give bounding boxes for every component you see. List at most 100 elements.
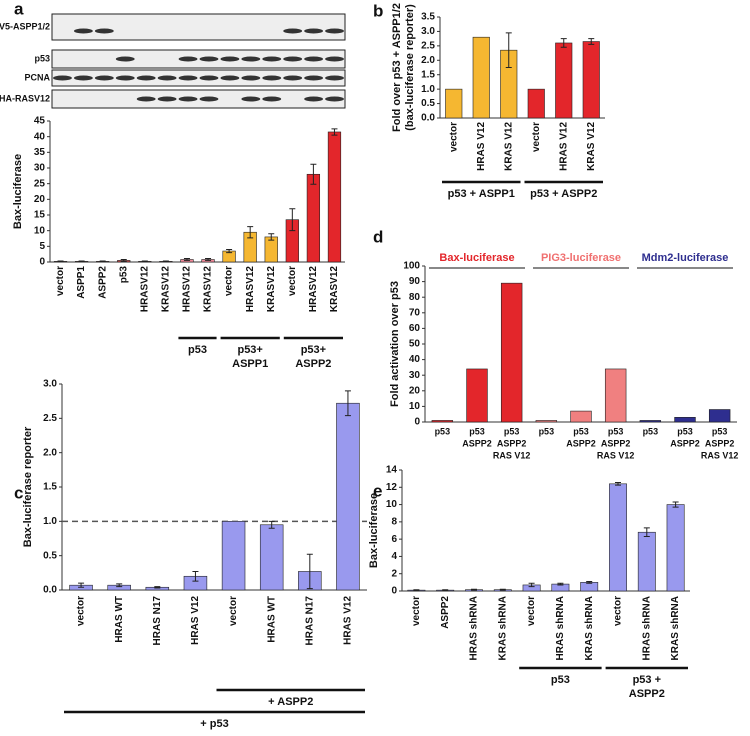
blot-band [262, 96, 282, 102]
blot-band [283, 28, 303, 34]
x-tick-label: HRAS V12 [343, 596, 354, 645]
error-bar [643, 527, 650, 538]
bar [535, 420, 558, 423]
group-label: p53 [551, 674, 570, 686]
x-tick-label: RAS V12 [701, 450, 739, 460]
bar [582, 41, 600, 119]
blot-band [304, 56, 324, 62]
x-tick-label: KRASV12 [329, 266, 340, 313]
x-tick-label: KRAS shRNA [584, 596, 595, 660]
error-bar [557, 582, 564, 586]
blot-band [73, 28, 93, 34]
bar [604, 368, 627, 423]
y-tick-label: 30 [409, 370, 421, 381]
bar [259, 524, 284, 591]
x-tick-label: p53 [118, 266, 129, 284]
blot-label: HA-RASV12 [0, 93, 50, 103]
blot-panel [51, 13, 346, 41]
bar [527, 88, 545, 119]
x-tick-label: KRAS shRNA [497, 596, 508, 660]
y-tick-label: 35 [34, 147, 46, 158]
x-tick-label: vector [287, 266, 298, 296]
blot-label: PCNA [24, 72, 50, 82]
bar [431, 420, 454, 423]
group-label: + ASPP2 [268, 696, 313, 708]
error-bar [672, 501, 679, 508]
blot-band [115, 56, 135, 62]
x-tick-label: KRAS V12 [586, 122, 597, 171]
y-tick-label: 4 [391, 551, 397, 562]
group-label: p53 + [633, 674, 661, 686]
bar [221, 521, 246, 591]
x-tick-label: HRAS WT [114, 596, 125, 643]
blot-band [73, 75, 93, 81]
panel-letter: d [373, 227, 383, 246]
y-tick-label: 70 [409, 307, 421, 318]
x-tick-label: ASPP2 [97, 266, 108, 299]
x-tick-label: p53 [435, 426, 451, 436]
x-tick-label: p53 [573, 426, 589, 436]
error-bar [268, 520, 275, 529]
y-tick-label: 0 [39, 257, 45, 268]
blot-band [178, 75, 198, 81]
x-tick-label: vector [228, 596, 239, 626]
error-bar [588, 38, 595, 45]
blot-band [283, 56, 303, 62]
group-label: p53 [188, 344, 207, 356]
blot-band [199, 96, 219, 102]
x-tick-label: HRAS N17 [304, 596, 315, 646]
y-tick-label: 40 [409, 354, 421, 365]
x-tick-label: KRASV12 [203, 266, 214, 313]
y-tick-label: 2.5 [43, 413, 57, 424]
header-label: Mdm2-luciferase [642, 252, 729, 264]
x-tick-label: vector [448, 122, 459, 152]
error-bar [162, 260, 169, 263]
x-tick-label: HRASV12 [245, 266, 256, 313]
group-label: ASPP2 [629, 688, 665, 700]
blot-band [220, 75, 240, 81]
blot-panel [51, 89, 346, 109]
y-tick-label: 14 [386, 465, 398, 476]
bar [555, 42, 573, 119]
group-label: p53 + ASPP2 [530, 188, 597, 200]
group-label: p53+ [237, 344, 262, 356]
error-bar [615, 482, 621, 486]
y-tick-label: 15 [34, 210, 46, 221]
x-tick-label: HRAS shRNA [469, 596, 480, 660]
x-tick-label: HRAS shRNA [555, 596, 566, 660]
error-bar [78, 582, 85, 588]
y-axis-label: Fold over p53 + ASPP1/2 [391, 3, 403, 132]
panel-letter: c [14, 483, 23, 502]
error-bar [78, 260, 85, 263]
error-bar [560, 38, 567, 48]
x-tick-label: KRAS shRNA [670, 596, 681, 660]
y-tick-label: 10 [409, 401, 421, 412]
group-label: ASPP1 [232, 358, 268, 370]
x-tick-label: RAS V12 [493, 450, 531, 460]
blot-band [178, 56, 198, 62]
y-tick-label: 3.5 [421, 12, 435, 23]
blot-band [178, 96, 198, 102]
error-bar [205, 258, 212, 261]
y-tick-label: 90 [409, 276, 421, 287]
blot-band [94, 75, 114, 81]
blot-band [325, 28, 344, 34]
y-tick-label: 0.5 [43, 550, 57, 561]
x-tick-label: HRAS V12 [558, 122, 569, 171]
group-label: p53+ [301, 344, 326, 356]
x-tick-label: ASPP2 [670, 438, 700, 448]
blot-band [262, 75, 282, 81]
y-axis-label: (bax-luciferase reporter) [404, 4, 416, 131]
blot-band [325, 56, 344, 62]
bar [445, 88, 463, 119]
bar [327, 131, 342, 263]
x-tick-label: vector [76, 596, 87, 626]
y-tick-label: 12 [386, 482, 398, 493]
x-tick-label: p53 [677, 426, 693, 436]
y-tick-label: 2 [391, 568, 397, 579]
header-label: PIG3-luciferase [541, 252, 621, 264]
y-tick-label: 3.0 [43, 379, 57, 390]
y-tick-label: 40 [34, 131, 46, 142]
bar [637, 531, 656, 592]
panel-letter: b [373, 1, 383, 20]
